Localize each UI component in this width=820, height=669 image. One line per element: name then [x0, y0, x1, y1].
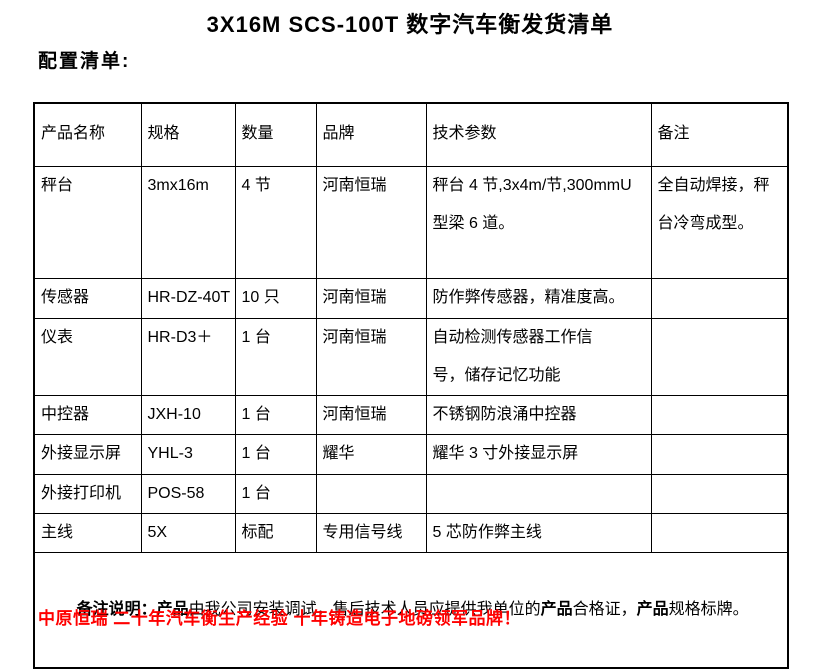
cell-tech: 秤台 4 节,3x4m/节,300mmU 型梁 6 道。 [425, 165, 652, 279]
cell-spec: HR-DZ-40T [140, 277, 236, 319]
cell-brand [315, 473, 427, 514]
note-text: 规格标牌。 [668, 600, 749, 618]
column-header-brand: 品牌 [315, 102, 427, 167]
cell-product: 主线 [33, 512, 142, 553]
cell-qty: 4 节 [234, 165, 317, 279]
cell-remark [650, 277, 789, 319]
note-text: 由我公司安装调试，售后技术人员应提供我单位的 [188, 600, 541, 618]
cell-tech: 不锈钢防浪涌中控器 [425, 394, 652, 435]
cell-brand: 河南恒瑞 [315, 394, 427, 435]
note-row: 备注说明：产品由我公司安装调试，售后技术人员应提供我单位的产品合格证，产品规格标… [33, 551, 789, 668]
column-header-remark: 备注 [650, 102, 789, 167]
cell-qty: 1 台 [234, 433, 317, 475]
table-row-junction: 中控器 JXH-10 1 台 河南恒瑞 不锈钢防浪涌中控器 [33, 394, 789, 435]
column-header-product: 产品名称 [33, 102, 142, 167]
cell-product: 仪表 [33, 317, 142, 396]
cell-brand: 专用信号线 [315, 512, 427, 553]
page-title: 3X16M SCS-100T 数字汽车衡发货清单 [206, 12, 614, 37]
cell-tech [425, 473, 652, 514]
brand-slogan: 中原恒瑞 二十年汽车衡生产经验 十年铸造电子地磅领军品牌！ [38, 609, 521, 628]
cell-product: 外接打印机 [33, 473, 142, 514]
column-header-qty: 数量 [234, 102, 317, 167]
cell-remark [650, 512, 789, 553]
table-row-display: 外接显示屏 YHL-3 1 台 耀华 耀华 3 寸外接显示屏 [33, 433, 789, 475]
config-list-label: 配置清单: [38, 51, 131, 72]
cell-qty: 1 台 [234, 394, 317, 435]
cell-qty: 1 台 [234, 317, 317, 396]
table-row-sensor: 传感器 HR-DZ-40T 10 只 河南恒瑞 防作弊传感器，精准度高。 [33, 277, 789, 319]
note-cell: 备注说明：产品由我公司安装调试，售后技术人员应提供我单位的产品合格证，产品规格标… [33, 551, 789, 668]
cell-tech: 5 芯防作弊主线 [425, 512, 652, 553]
cell-qty: 1 台 [234, 473, 317, 514]
cell-product: 外接显示屏 [33, 433, 142, 475]
column-header-tech: 技术参数 [425, 102, 652, 167]
cell-brand: 河南恒瑞 [315, 317, 427, 396]
table-row-indicator: 仪表 HR-D3＋ 1 台 河南恒瑞 自动检测传感器工作信 号，储存记忆功能 [33, 317, 789, 396]
cell-spec: JXH-10 [140, 394, 236, 435]
cell-qty: 10 只 [234, 277, 317, 319]
table-row-maincable: 主线 5X 标配 专用信号线 5 芯防作弊主线 [33, 512, 789, 553]
cell-brand: 河南恒瑞 [315, 165, 427, 279]
cell-product: 秤台 [33, 165, 142, 279]
table-row-printer: 外接打印机 POS-58 1 台 [33, 473, 789, 514]
cell-qty: 标配 [234, 512, 317, 553]
cell-product: 传感器 [33, 277, 142, 319]
cell-brand: 河南恒瑞 [315, 277, 427, 319]
cell-spec: 3mx16m [140, 165, 236, 279]
cell-product: 中控器 [33, 394, 142, 435]
cell-remark [650, 433, 789, 475]
header-row: 产品名称 规格 数量 品牌 技术参数 备注 [33, 102, 789, 167]
cell-spec: POS-58 [140, 473, 236, 514]
note-text: 产品 [156, 600, 189, 618]
cell-remark [650, 473, 789, 514]
cell-tech: 耀华 3 寸外接显示屏 [425, 433, 652, 475]
cell-tech: 自动检测传感器工作信 号，储存记忆功能 [425, 317, 652, 396]
cell-spec: YHL-3 [140, 433, 236, 475]
cell-spec: 5X [140, 512, 236, 553]
note-label: 备注说明： [76, 600, 157, 618]
note-text: 产品 [636, 600, 669, 618]
table-row-platform: 秤台 3mx16m 4 节 河南恒瑞 秤台 4 节,3x4m/节,300mmU … [33, 165, 789, 279]
note-text: 产品 [540, 600, 573, 618]
shipping-list-table: 产品名称 规格 数量 品牌 技术参数 备注 秤台 3mx16m 4 节 河南恒瑞… [33, 102, 789, 669]
cell-brand: 耀华 [315, 433, 427, 475]
cell-tech: 防作弊传感器，精准度高。 [425, 277, 652, 319]
cell-remark [650, 394, 789, 435]
cell-remark: 全自动焊接，秤 台冷弯成型。 [650, 165, 789, 279]
note-text: 合格证， [572, 600, 637, 618]
column-header-spec: 规格 [140, 102, 236, 167]
cell-remark [650, 317, 789, 396]
cell-spec: HR-D3＋ [140, 317, 236, 396]
